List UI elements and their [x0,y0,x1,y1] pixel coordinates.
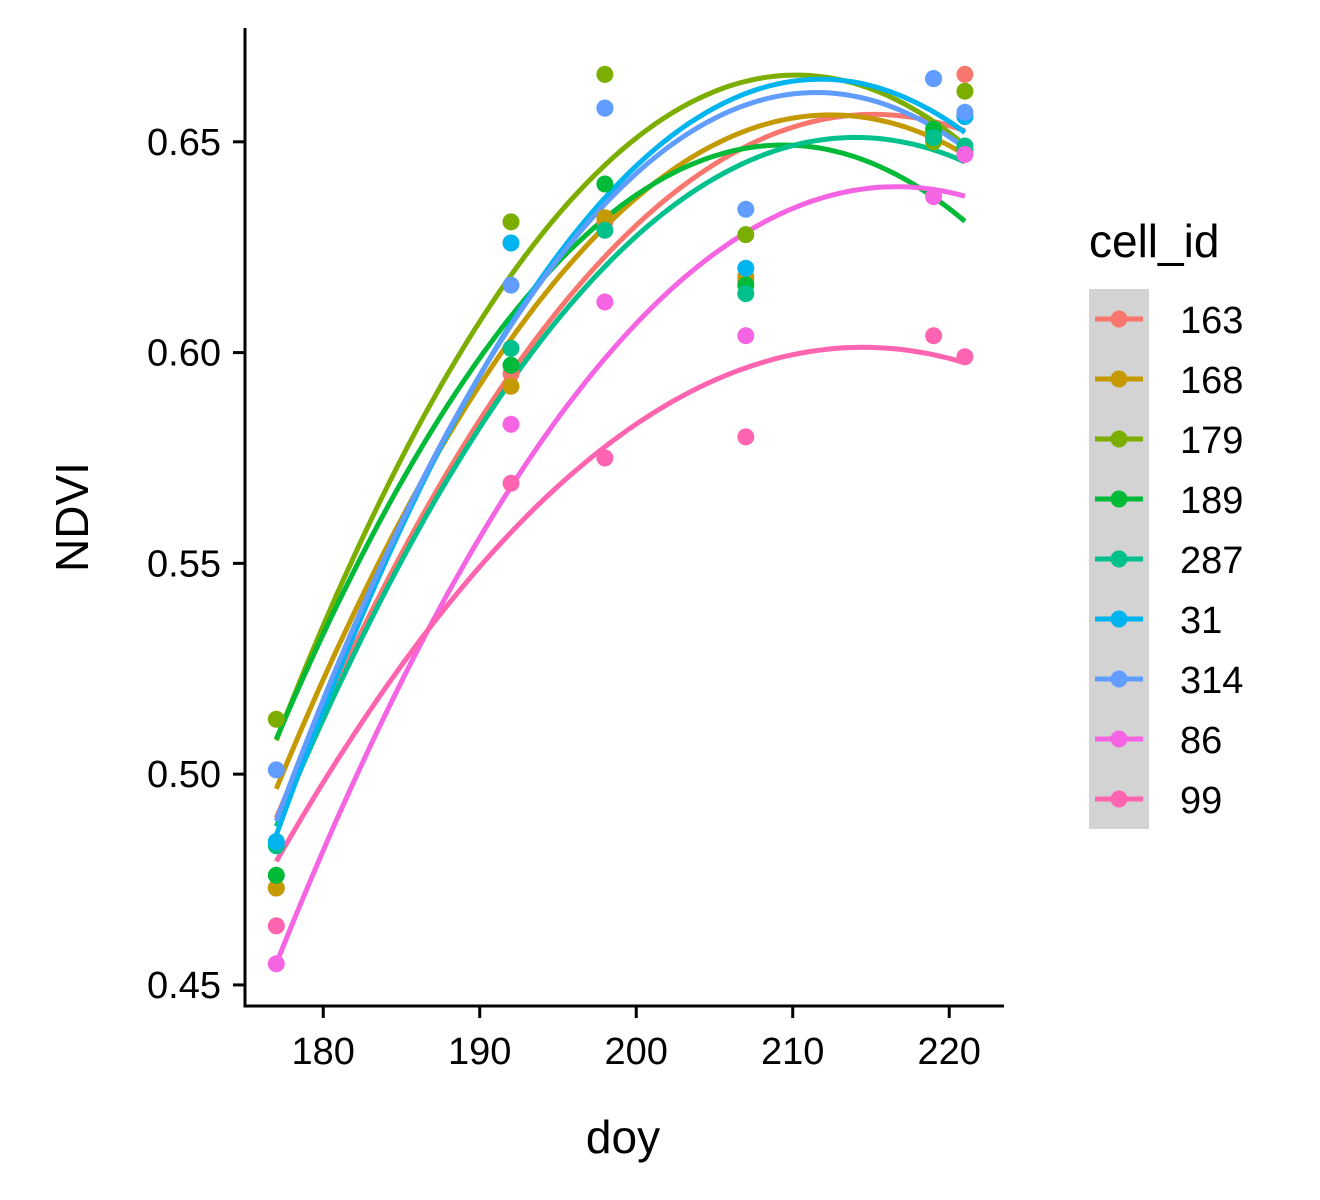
point-168-1 [502,377,520,395]
legend-item-189: 189 [1095,480,1243,522]
point-99-5 [956,348,974,366]
x-tick-label: 220 [918,1031,981,1073]
point-287-4 [925,129,943,147]
point-86-5 [956,146,974,163]
legend-swatch-dot [1110,490,1128,508]
point-314-2 [596,99,614,117]
point-86-2 [596,293,614,311]
point-179-3 [737,226,755,244]
legend-item-168: 168 [1095,360,1243,402]
legend-swatch-dot [1110,550,1128,568]
fit-curve-287 [273,134,966,828]
point-86-1 [502,415,520,433]
legend-item-86: 86 [1095,720,1222,762]
x-tick-label: 190 [448,1031,511,1073]
point-314-1 [502,276,520,294]
legend-label: 168 [1180,360,1243,402]
point-314-5 [956,103,974,121]
point-168-2 [596,209,614,227]
point-86-3 [737,327,755,345]
fit-curves [273,72,967,965]
fit-curve-179 [273,72,967,742]
fit-curve-189 [274,142,967,740]
point-99-2 [596,449,614,467]
point-314-3 [737,200,755,218]
point-99-3 [737,428,755,446]
legend-item-287: 287 [1095,540,1243,582]
point-179-2 [596,65,614,83]
y-tick-label: 0.45 [147,965,221,1007]
point-86-4 [925,188,943,206]
legend-swatch-dot [1110,730,1128,748]
legend-title: cell_id [1089,215,1219,267]
legend-label: 163 [1180,300,1243,342]
point-189-1 [502,356,520,374]
point-163-5 [956,65,974,83]
legend-item-179: 179 [1095,420,1243,462]
point-179-0 [267,710,285,728]
legend: cell_id 163 168 179 189 287 31 314 86 99 [1089,215,1243,829]
fit-curve-314 [273,89,967,822]
x-axis-title: doy [586,1111,660,1163]
point-99-4 [925,327,943,345]
x-tick-label: 210 [761,1031,824,1073]
legend-item-99: 99 [1095,780,1222,822]
point-189-2 [596,175,614,193]
point-314-0 [267,761,285,779]
y-tick-label: 0.65 [147,122,221,164]
point-287-1 [502,339,520,357]
legend-swatch-dot [1110,610,1128,628]
point-179-1 [502,213,520,231]
legend-label: 179 [1180,420,1243,462]
legend-label: 314 [1180,660,1243,702]
legend-item-163: 163 [1095,300,1243,342]
legend-swatch-dot [1110,310,1128,328]
point-99-0 [267,917,285,935]
point-86-0 [267,955,285,973]
legend-swatch-dot [1110,430,1128,448]
legend-label: 31 [1180,600,1222,642]
fit-curve-99 [274,344,966,863]
point-179-5 [956,82,974,100]
y-tick-label: 0.50 [147,754,221,796]
legend-label: 189 [1180,480,1243,522]
x-ticks: 180 190 200 210 220 [292,1006,981,1073]
point-31-0 [267,833,285,851]
y-ticks: 0.45 0.50 0.55 0.60 0.65 [147,122,245,1007]
fit-curve-163 [274,111,966,819]
legend-swatch-dot [1110,370,1128,388]
legend-label: 99 [1180,780,1222,822]
y-axis-title: NDVI [46,462,98,572]
x-tick-label: 200 [605,1031,668,1073]
y-tick-label: 0.60 [147,333,221,375]
legend-item-314: 314 [1095,660,1243,702]
legend-items: 163 168 179 189 287 31 314 86 99 [1095,300,1243,822]
legend-label: 287 [1180,540,1243,582]
x-tick-label: 180 [292,1031,355,1073]
point-168-0 [267,879,285,897]
axes [243,28,1004,1008]
point-287-2 [596,221,614,239]
legend-label: 86 [1180,720,1222,762]
point-287-3 [737,285,755,303]
point-31-3 [737,259,755,277]
legend-item-31: 31 [1095,600,1222,642]
fit-curve-86 [273,184,966,965]
data-points [267,65,974,973]
point-31-1 [502,234,520,252]
point-99-1 [502,474,520,492]
legend-swatch-dot [1110,670,1128,688]
fit-curve-168 [273,112,967,790]
y-tick-label: 0.55 [147,543,221,585]
point-314-4 [925,70,943,88]
point-189-0 [267,866,285,884]
legend-swatch-dot [1110,790,1128,808]
